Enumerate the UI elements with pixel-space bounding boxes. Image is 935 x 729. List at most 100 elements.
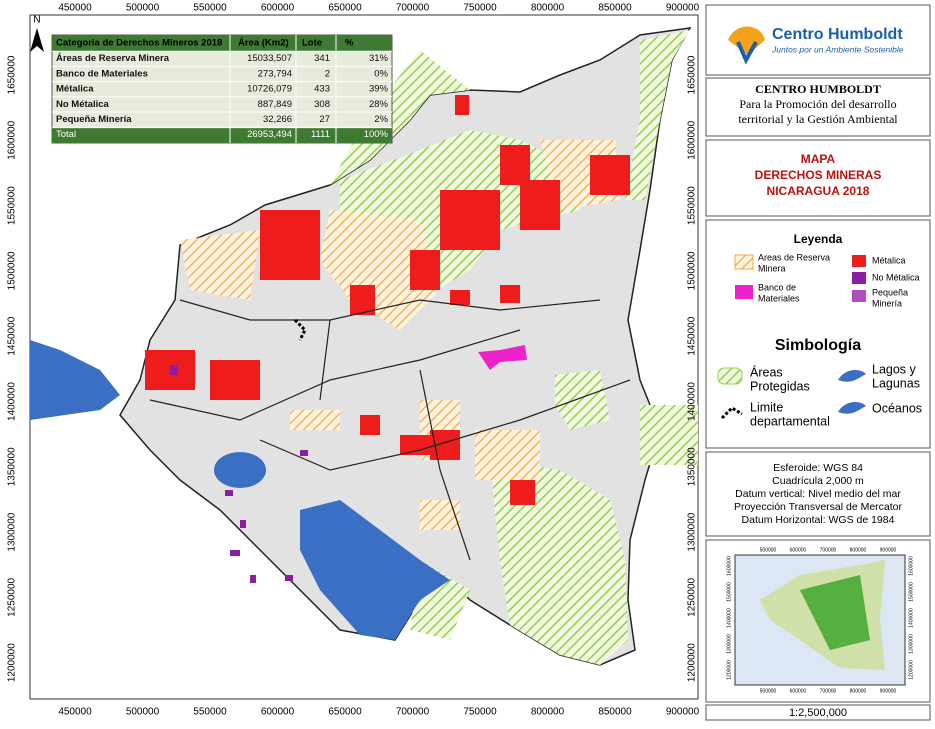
datum-box xyxy=(705,451,931,537)
legend-swatch xyxy=(852,255,866,267)
inset-x-tick: 800000 xyxy=(850,547,867,553)
legend-swatch xyxy=(852,290,866,302)
table-header-cell: Área (Km2) xyxy=(238,38,289,49)
legend-swatch xyxy=(852,272,866,284)
table-header-cell: % xyxy=(345,38,354,49)
symbology-label: departamental xyxy=(750,414,830,428)
inset-x-tick: 700000 xyxy=(820,688,837,694)
symbol-swatch xyxy=(838,370,866,382)
y-tick-label: 1200000 xyxy=(7,643,18,682)
legend-title: Leyenda xyxy=(794,232,843,246)
inset-x-tick: 500000 xyxy=(760,547,777,553)
table-cell: 0% xyxy=(374,68,388,79)
symbology-title: Simbología xyxy=(775,337,861,354)
x-tick-label: 800000 xyxy=(531,707,565,718)
symbol-swatch xyxy=(717,367,743,385)
table-header xyxy=(52,35,392,51)
table-header-cell: Lote xyxy=(302,38,322,49)
table-cell: Pequeña Minería xyxy=(56,114,132,125)
x-tick-label: 750000 xyxy=(463,3,497,14)
title-line: MAPA xyxy=(801,152,836,166)
x-tick-label: 450000 xyxy=(58,3,92,14)
scale-box xyxy=(705,704,931,721)
materials-bank xyxy=(478,345,527,370)
inset-y-tick: 1500000 xyxy=(726,582,732,602)
table-header-cell: Categoria de Derechos Mineros 2018 xyxy=(56,38,222,49)
org-line: Para la Promoción del desarrollo xyxy=(739,97,896,111)
y-tick-label: 1650000 xyxy=(687,55,698,94)
x-tick-label: 850000 xyxy=(598,707,632,718)
x-tick-label: 650000 xyxy=(328,707,362,718)
inset-x-tick: 500000 xyxy=(760,688,777,694)
table-cell: 32,266 xyxy=(263,114,292,125)
legend-label: Minera xyxy=(758,263,786,273)
y-tick-label: 1300000 xyxy=(687,512,698,551)
title-line: NICARAGUA 2018 xyxy=(767,184,870,198)
department-boundary xyxy=(293,318,307,341)
legend-label: Areas de Reserva xyxy=(758,252,830,262)
nonmetallic-concessions xyxy=(170,365,308,583)
inset-x-tick: 900000 xyxy=(880,547,897,553)
y-tick-label: 1400000 xyxy=(687,382,698,421)
legend-label: Materiales xyxy=(758,293,800,303)
symbol-swatch xyxy=(720,406,743,420)
y-tick-label: 1350000 xyxy=(687,447,698,486)
table-cell: Banco de Materiales xyxy=(56,68,148,79)
title-box xyxy=(705,139,931,217)
symbology-label: Protegidas xyxy=(750,379,810,393)
datum-line: Datum vertical: Nivel medio del mar xyxy=(735,488,901,500)
legend-label: No Métalica xyxy=(872,272,920,282)
table-cell: 28% xyxy=(369,99,389,110)
inset-x-tick: 900000 xyxy=(880,688,897,694)
table-cell: 39% xyxy=(369,84,389,95)
legend-swatch xyxy=(734,254,754,270)
org-name: CENTRO HUMBOLDT xyxy=(755,82,881,96)
table-cell: 1111 xyxy=(311,129,330,140)
y-tick-label: 1450000 xyxy=(687,316,698,355)
logo-icon xyxy=(736,41,758,65)
symbology-label: Limite xyxy=(750,400,783,414)
x-tick-label: 650000 xyxy=(328,3,362,14)
x-tick-label: 600000 xyxy=(261,3,295,14)
table-frame xyxy=(51,34,393,144)
table-cell: 31% xyxy=(369,53,389,64)
x-tick-label: 700000 xyxy=(396,3,430,14)
inset-y-tick: 1200000 xyxy=(726,660,732,680)
y-tick-label: 1450000 xyxy=(7,316,18,355)
y-tick-label: 1600000 xyxy=(7,120,18,159)
x-tick-label: 800000 xyxy=(531,3,565,14)
department-boundary xyxy=(149,299,631,561)
x-tick-label: 850000 xyxy=(598,3,632,14)
logo-name: Centro Humboldt xyxy=(772,26,903,43)
title-line: DERECHOS MINERAS xyxy=(755,168,882,182)
x-tick-label: 750000 xyxy=(463,707,497,718)
x-tick-label: 500000 xyxy=(126,3,160,14)
protected-area xyxy=(490,460,628,665)
lake xyxy=(214,452,266,488)
inset-protected xyxy=(800,575,870,650)
table-cell: 308 xyxy=(314,99,330,110)
table-total xyxy=(52,128,392,144)
symbology-label: Océanos xyxy=(872,401,922,415)
table-cell: 341 xyxy=(314,53,330,64)
symbology-label: Lagos y xyxy=(872,362,917,376)
y-tick-label: 1600000 xyxy=(687,120,698,159)
north-arrow xyxy=(30,28,44,52)
y-tick-label: 1500000 xyxy=(687,251,698,290)
scale: 1:2,500,000 xyxy=(789,707,847,719)
table-cell: No Métalica xyxy=(56,99,110,110)
x-tick-label: 550000 xyxy=(193,707,227,718)
north-label: N xyxy=(33,15,40,26)
y-tick-label: 1350000 xyxy=(7,447,18,486)
y-tick-label: 1650000 xyxy=(7,55,18,94)
y-tick-label: 1300000 xyxy=(7,512,18,551)
inset-x-tick: 700000 xyxy=(820,547,837,553)
table-cell: 273,794 xyxy=(258,68,292,79)
x-tick-label: 600000 xyxy=(261,707,295,718)
symbology-label: Áreas xyxy=(750,364,783,379)
ocean xyxy=(30,340,120,420)
legend-label: Pequeña xyxy=(872,287,908,297)
y-tick-label: 1250000 xyxy=(687,577,698,616)
y-tick-label: 1550000 xyxy=(687,186,698,225)
